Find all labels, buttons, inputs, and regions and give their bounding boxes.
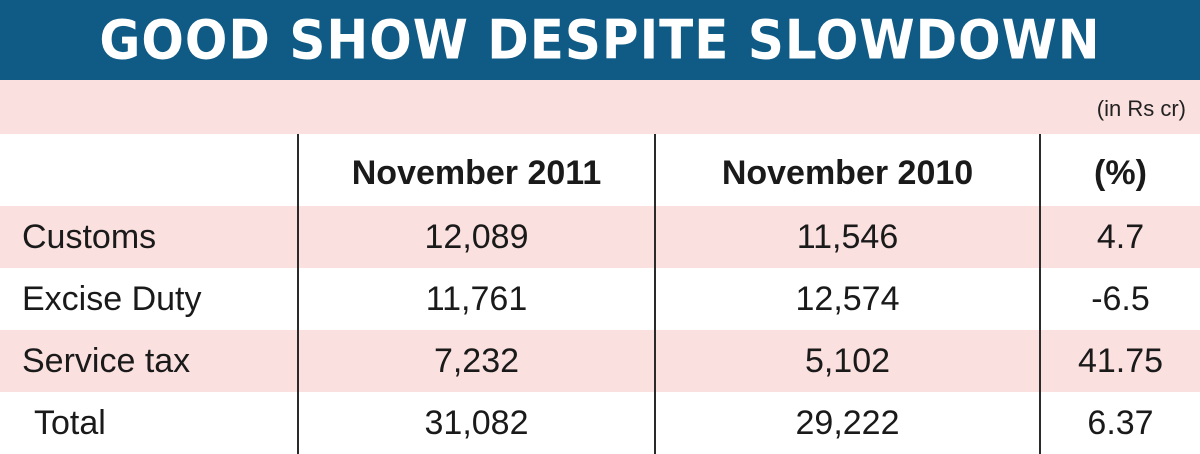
row-label: Service tax — [0, 330, 298, 392]
header-cell-nov-2011: November 2011 — [297, 134, 655, 206]
header-row: November 2011 November 2010 (%) — [0, 134, 1200, 206]
cell-nov-2011: 11,761 — [297, 268, 655, 330]
cell-nov-2010: 29,222 — [654, 392, 1040, 454]
cell-pct: 4.7 — [1039, 206, 1200, 268]
unit-label: (in Rs cr) — [1096, 96, 1186, 121]
cell-pct: 6.37 — [1039, 392, 1200, 454]
row-label: Customs — [0, 206, 298, 268]
header-cell-pct: (%) — [1039, 134, 1200, 206]
header-cell-nov-2010: November 2010 — [654, 134, 1040, 206]
table-row: Service tax 7,232 5,102 41.75 — [0, 330, 1200, 392]
table-row-total: Total 31,082 29,222 6.37 — [0, 392, 1200, 454]
unit-row: (in Rs cr) — [0, 80, 1200, 134]
chart-title: GOOD SHOW DESPITE SLOWDOWN — [99, 8, 1101, 72]
cell-pct: -6.5 — [1039, 268, 1200, 330]
cell-pct: 41.75 — [1039, 330, 1200, 392]
row-label: Total — [0, 392, 298, 454]
title-bar: GOOD SHOW DESPITE SLOWDOWN — [0, 0, 1200, 80]
header-cell-label — [0, 134, 298, 206]
cell-nov-2010: 5,102 — [654, 330, 1040, 392]
cell-nov-2011: 31,082 — [297, 392, 655, 454]
table-row: Customs 12,089 11,546 4.7 — [0, 206, 1200, 268]
row-label: Excise Duty — [0, 268, 298, 330]
cell-nov-2010: 11,546 — [654, 206, 1040, 268]
data-table: November 2011 November 2010 (%) Customs … — [0, 134, 1200, 454]
table-row: Excise Duty 11,761 12,574 -6.5 — [0, 268, 1200, 330]
cell-nov-2011: 12,089 — [297, 206, 655, 268]
cell-nov-2010: 12,574 — [654, 268, 1040, 330]
cell-nov-2011: 7,232 — [297, 330, 655, 392]
